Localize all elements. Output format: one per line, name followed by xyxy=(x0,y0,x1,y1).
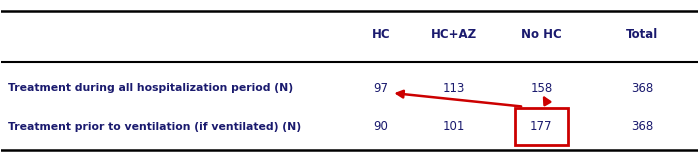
Text: Treatment during all hospitalization period (N): Treatment during all hospitalization per… xyxy=(8,83,293,93)
Text: 158: 158 xyxy=(531,82,552,95)
Text: 90: 90 xyxy=(373,120,389,133)
Text: 97: 97 xyxy=(373,82,389,95)
Text: No HC: No HC xyxy=(521,28,562,41)
Text: 113: 113 xyxy=(443,82,466,95)
Text: 177: 177 xyxy=(530,120,553,133)
Text: Total: Total xyxy=(626,28,658,41)
Text: HC+AZ: HC+AZ xyxy=(431,28,477,41)
Text: 368: 368 xyxy=(631,82,654,95)
Text: 101: 101 xyxy=(443,120,466,133)
Text: 368: 368 xyxy=(631,120,654,133)
Text: Treatment prior to ventilation (if ventilated) (N): Treatment prior to ventilation (if venti… xyxy=(8,122,301,132)
Text: HC: HC xyxy=(372,28,390,41)
